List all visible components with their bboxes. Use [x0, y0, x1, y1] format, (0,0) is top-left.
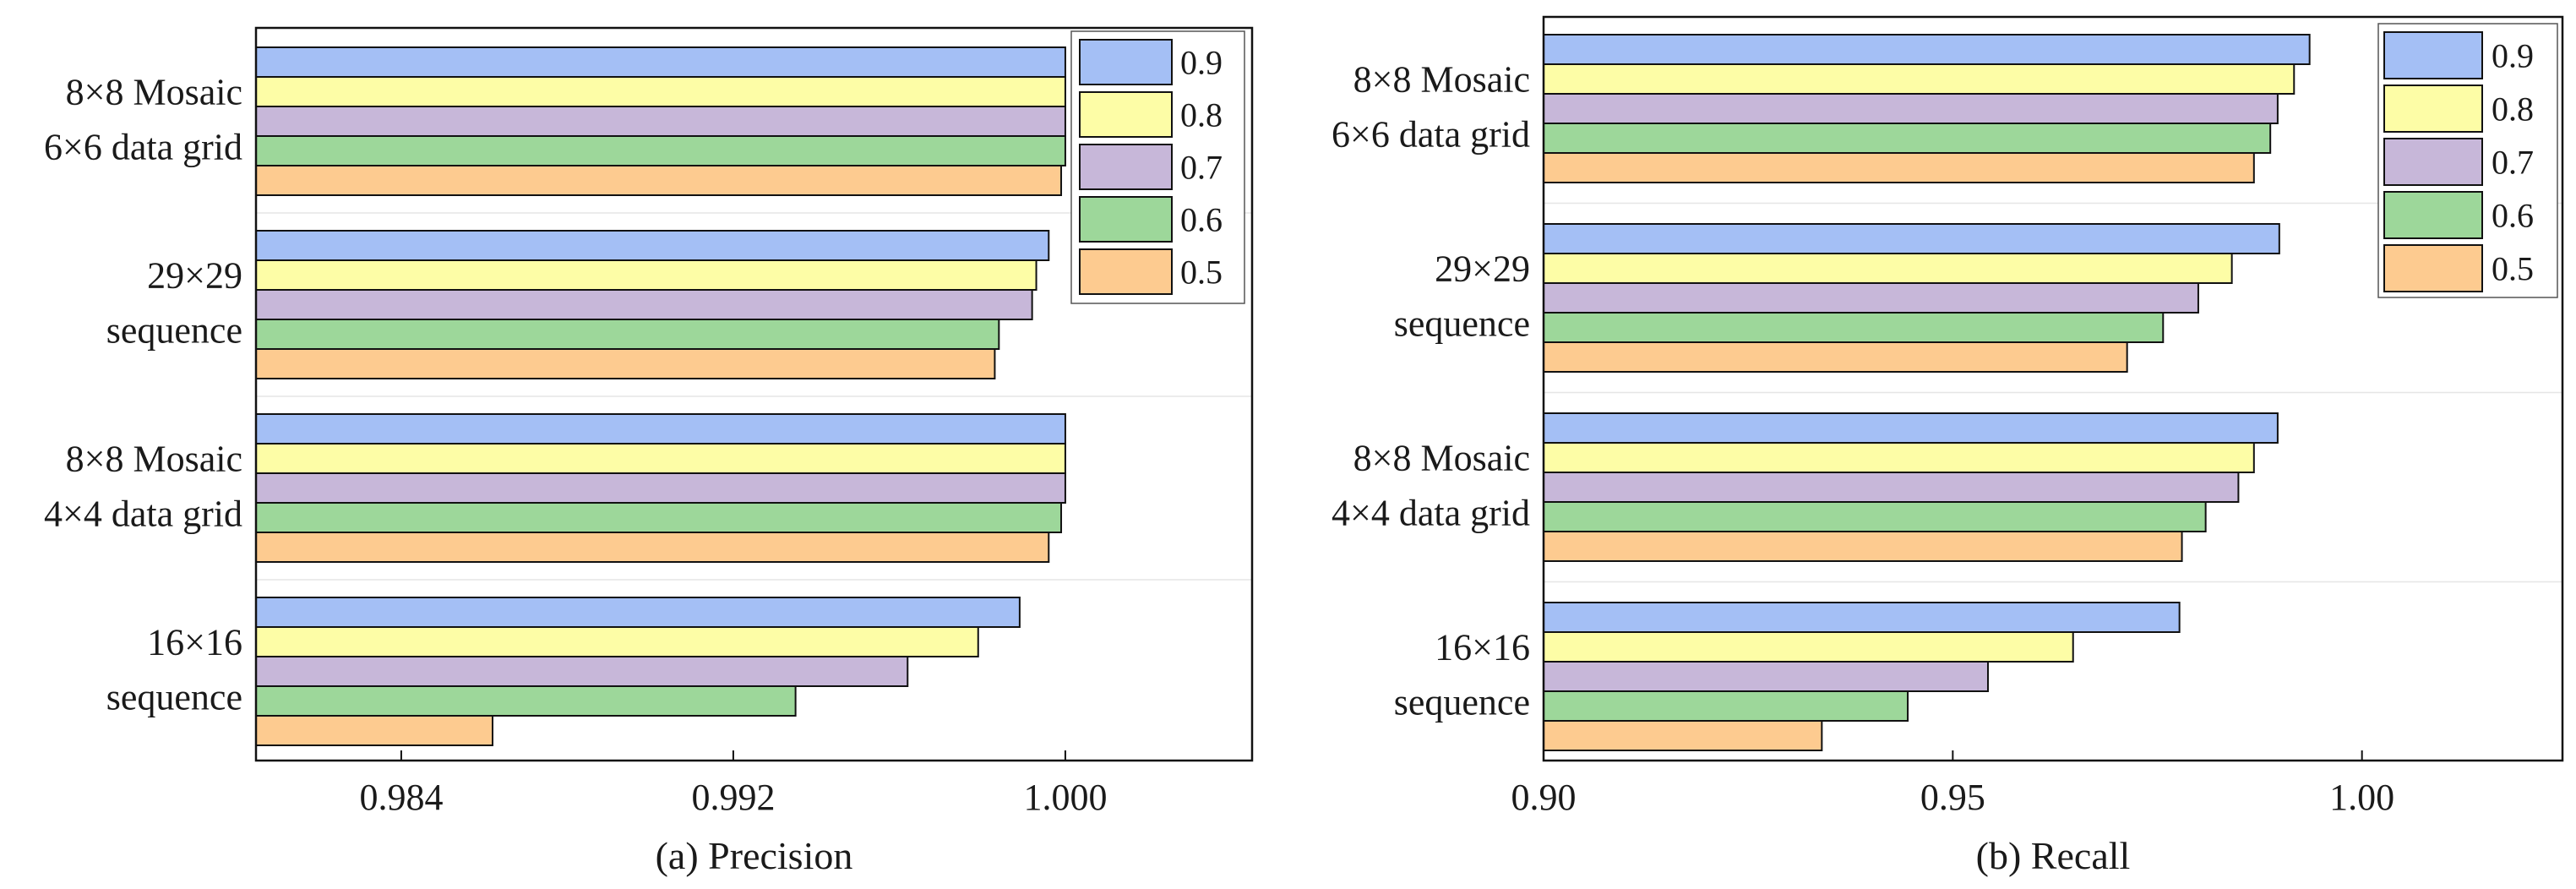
- x-tick-label: 1.00: [2329, 777, 2394, 818]
- bar-0.8-cat3: [1543, 442, 2255, 473]
- category-label-line: 8×8 Mosaic: [66, 72, 242, 113]
- legend-label-0.8: 0.8: [2492, 90, 2534, 128]
- legend-label-0.8: 0.8: [1180, 96, 1223, 134]
- bar-0.6-cat3: [1543, 501, 2207, 532]
- bar-0.5-cat3: [1543, 531, 2183, 562]
- category-label-line: sequence: [1394, 303, 1530, 345]
- bar-0.8-cat3: [255, 443, 1066, 474]
- bar-0.9-cat1: [1543, 34, 2311, 65]
- category-label-line: 16×16: [147, 622, 242, 663]
- legend-label-0.7: 0.7: [1180, 149, 1223, 187]
- category-label-line: 6×6 data grid: [1332, 114, 1530, 155]
- category-label-line: 8×8 Mosaic: [1353, 59, 1530, 101]
- legend-swatch-0.5: [2383, 244, 2483, 292]
- category-label-line: sequence: [1394, 682, 1530, 723]
- bar-0.6-cat2: [1543, 312, 2165, 343]
- bar-0.5-cat1: [255, 165, 1063, 196]
- bar-0.6-cat2: [255, 319, 1000, 350]
- x-tick-label: 0.984: [359, 777, 443, 818]
- bar-0.6-cat1: [1543, 123, 2272, 154]
- category-label-line: sequence: [106, 310, 242, 352]
- category-label-line: 4×4 data grid: [1332, 493, 1530, 534]
- legend-swatch-0.8: [1079, 91, 1173, 138]
- bar-0.8-cat4: [255, 626, 979, 657]
- bar-0.8-cat1: [1543, 63, 2296, 95]
- bar-0.6-cat3: [255, 502, 1063, 533]
- panel-precision: 8×8 Mosaic 6×6 data grid 29×29 sequence 8×8 …: [44, 26, 1254, 877]
- bar-0.8-cat2: [255, 259, 1037, 291]
- bar-0.5-cat1: [1543, 152, 2255, 183]
- bar-0.7-cat2: [255, 289, 1033, 320]
- bar-0.5-cat2: [1543, 341, 2128, 373]
- category-label-line: 8×8 Mosaic: [66, 439, 242, 480]
- bar-0.9-cat2: [1543, 223, 2280, 254]
- bar-0.9-cat3: [1543, 412, 2279, 444]
- x-axis-label: (b) Recall: [1976, 834, 2131, 877]
- bar-0.9-cat4: [1543, 602, 2181, 633]
- legend-label-0.5: 0.5: [2492, 250, 2534, 288]
- bar-0.7-cat3: [1543, 472, 2240, 503]
- legend-label-0.9: 0.9: [2492, 37, 2534, 75]
- bar-0.9-cat3: [255, 413, 1066, 444]
- legend-label-0.7: 0.7: [2492, 144, 2534, 182]
- x-tick-label: 1.000: [1023, 777, 1107, 818]
- panel-recall: 8×8 Mosaic 6×6 data grid 29×29 sequence 8×8 …: [1332, 15, 2564, 877]
- legend-label-0.9: 0.9: [1180, 44, 1223, 82]
- category-label-line: 6×6 data grid: [44, 127, 242, 168]
- legend-swatch-0.9: [1079, 39, 1173, 85]
- legend-swatch-0.6: [2383, 191, 2483, 239]
- bar-0.9-cat1: [255, 46, 1066, 78]
- bar-0.7-cat3: [255, 472, 1066, 504]
- x-tick-label: 0.90: [1511, 777, 1577, 818]
- legend-label-0.6: 0.6: [1180, 201, 1223, 239]
- legend-swatch-0.8: [2383, 85, 2483, 133]
- axes-frame: [1542, 15, 2564, 762]
- bar-0.6-cat1: [255, 135, 1066, 166]
- category-label-line: 8×8 Mosaic: [1353, 438, 1530, 479]
- bar-0.7-cat4: [1543, 661, 1989, 692]
- category-label-line: 29×29: [1435, 248, 1530, 290]
- category-label-line: sequence: [106, 677, 242, 718]
- bar-0.6-cat4: [1543, 690, 1909, 722]
- bar-0.6-cat4: [255, 685, 797, 717]
- x-axis-label: (a) Precision: [656, 834, 853, 877]
- bar-0.5-cat3: [255, 532, 1050, 563]
- bar-0.9-cat2: [255, 230, 1050, 261]
- category-label-line: 29×29: [147, 255, 242, 297]
- legend-label-0.6: 0.6: [2492, 197, 2534, 235]
- bar-0.8-cat2: [1543, 253, 2233, 284]
- bar-0.8-cat4: [1543, 631, 2074, 663]
- bar-0.5-cat2: [255, 348, 996, 379]
- bar-0.9-cat4: [255, 597, 1021, 628]
- x-tick-label: 0.95: [1920, 777, 1985, 818]
- bar-0.5-cat4: [255, 715, 494, 746]
- bar-0.8-cat1: [255, 76, 1066, 107]
- bar-0.7-cat4: [255, 656, 909, 687]
- legend-swatch-0.7: [1079, 144, 1173, 190]
- legend-swatch-0.7: [2383, 138, 2483, 186]
- bar-0.5-cat4: [1543, 720, 1823, 751]
- axes-frame: [254, 26, 1254, 762]
- x-tick-label: 0.992: [691, 777, 775, 818]
- category-label-line: 4×4 data grid: [44, 494, 242, 535]
- legend-swatch-0.9: [2383, 31, 2483, 79]
- category-label-line: 16×16: [1435, 627, 1530, 668]
- bar-0.7-cat1: [255, 106, 1066, 137]
- bar-0.7-cat2: [1543, 282, 2199, 314]
- legend-label-0.5: 0.5: [1180, 254, 1223, 292]
- legend-swatch-0.6: [1079, 196, 1173, 243]
- bar-0.7-cat1: [1543, 93, 2279, 124]
- legend-swatch-0.5: [1079, 248, 1173, 295]
